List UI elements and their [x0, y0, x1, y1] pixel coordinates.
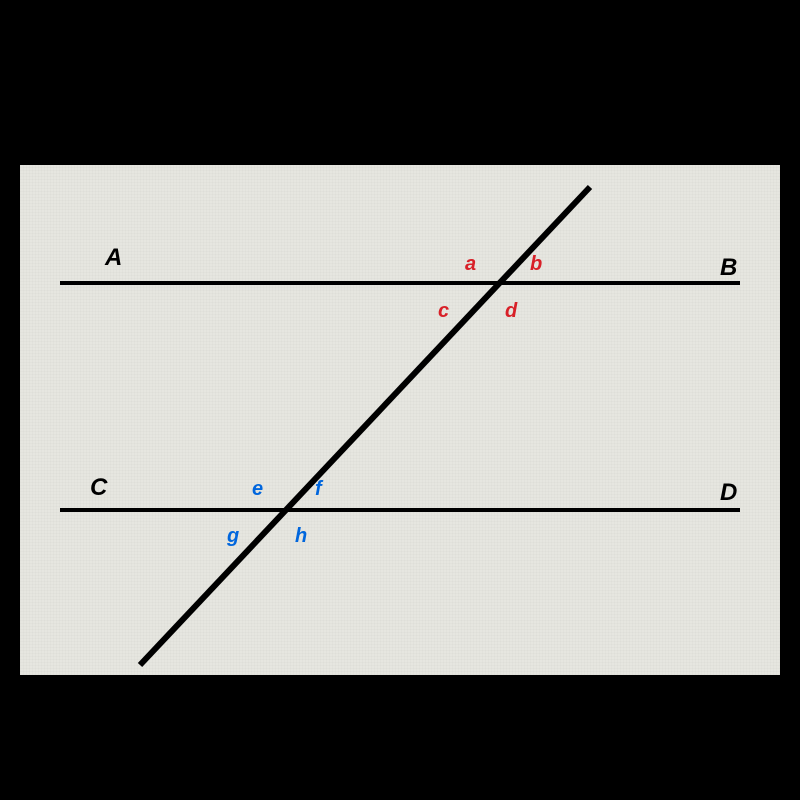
geometry-diagram: A B C D a b c d e f g h: [20, 165, 780, 675]
angle-b: b: [530, 253, 542, 275]
diagram-container: A B C D a b c d e f g h: [20, 165, 780, 675]
line-transversal: [140, 187, 590, 665]
label-D: D: [720, 479, 737, 506]
angle-h: h: [295, 525, 307, 547]
label-A: A: [104, 244, 122, 271]
label-C: C: [90, 474, 108, 501]
angle-a: a: [465, 253, 476, 275]
angle-f: f: [315, 478, 324, 500]
angle-c: c: [438, 300, 449, 322]
angle-e: e: [252, 478, 263, 500]
angle-d: d: [505, 300, 518, 322]
angle-g: g: [226, 525, 239, 547]
label-B: B: [720, 254, 737, 281]
